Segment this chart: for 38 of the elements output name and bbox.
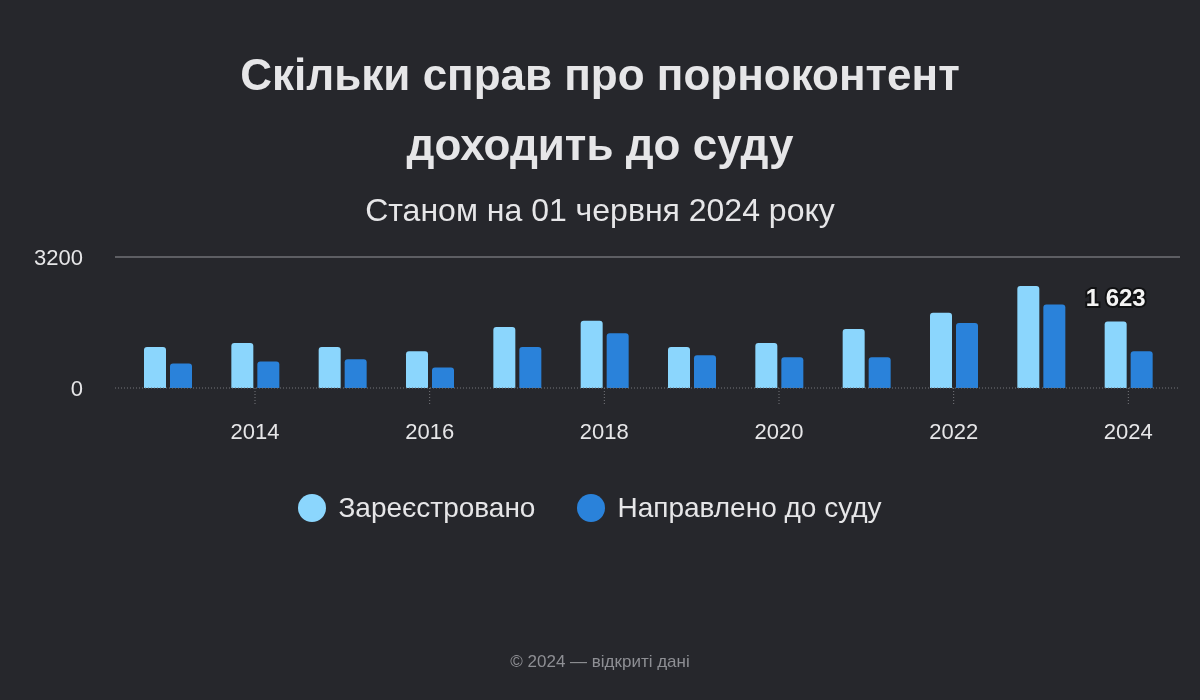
- chart-subtitle: Станом на 01 червня 2024 року: [364, 191, 836, 230]
- bar: [580, 320, 603, 388]
- bar: [1104, 321, 1127, 388]
- x-tick-label: 2022: [929, 418, 979, 444]
- x-tick-label: 2024: [1103, 418, 1153, 444]
- bar: [257, 361, 280, 388]
- bar: [144, 347, 166, 388]
- bar: [755, 342, 778, 388]
- bar: [956, 322, 978, 388]
- x-tick-label: 2014: [230, 418, 280, 444]
- y-tick-label: 0: [70, 375, 83, 401]
- bar: [842, 329, 865, 388]
- bar: [668, 347, 690, 388]
- data-label: 1 623: [1085, 283, 1146, 311]
- bar: [930, 312, 952, 388]
- bar: [318, 347, 341, 388]
- bar: [170, 363, 192, 388]
- bar: [781, 357, 804, 388]
- chart-title: Скільки справ про порноконтент доходить до суду: [239, 49, 961, 171]
- bar: [231, 342, 254, 388]
- bar: [868, 357, 891, 388]
- x-tick-label: 2018: [579, 418, 629, 444]
- bar: [493, 327, 516, 388]
- bar: [694, 355, 716, 388]
- x-tick-label: 2020: [754, 418, 804, 444]
- text: © 2024 — відкриті дані: [509, 651, 691, 673]
- bar: [606, 333, 629, 388]
- bar: [1017, 286, 1040, 388]
- bar: [432, 367, 454, 388]
- bar: [406, 351, 428, 388]
- y-tick-label: 3200: [34, 244, 83, 270]
- bar: [1130, 351, 1153, 388]
- bar: [344, 359, 367, 388]
- x-tick-label: 2016: [405, 418, 455, 444]
- bar: [1043, 304, 1066, 388]
- bar: [519, 347, 542, 388]
- legend-label: Зареєстровано: [338, 492, 536, 524]
- legend-label: Направлено до суду: [617, 492, 882, 524]
